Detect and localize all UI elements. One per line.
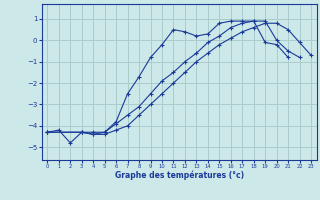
X-axis label: Graphe des températures (°c): Graphe des températures (°c): [115, 171, 244, 180]
